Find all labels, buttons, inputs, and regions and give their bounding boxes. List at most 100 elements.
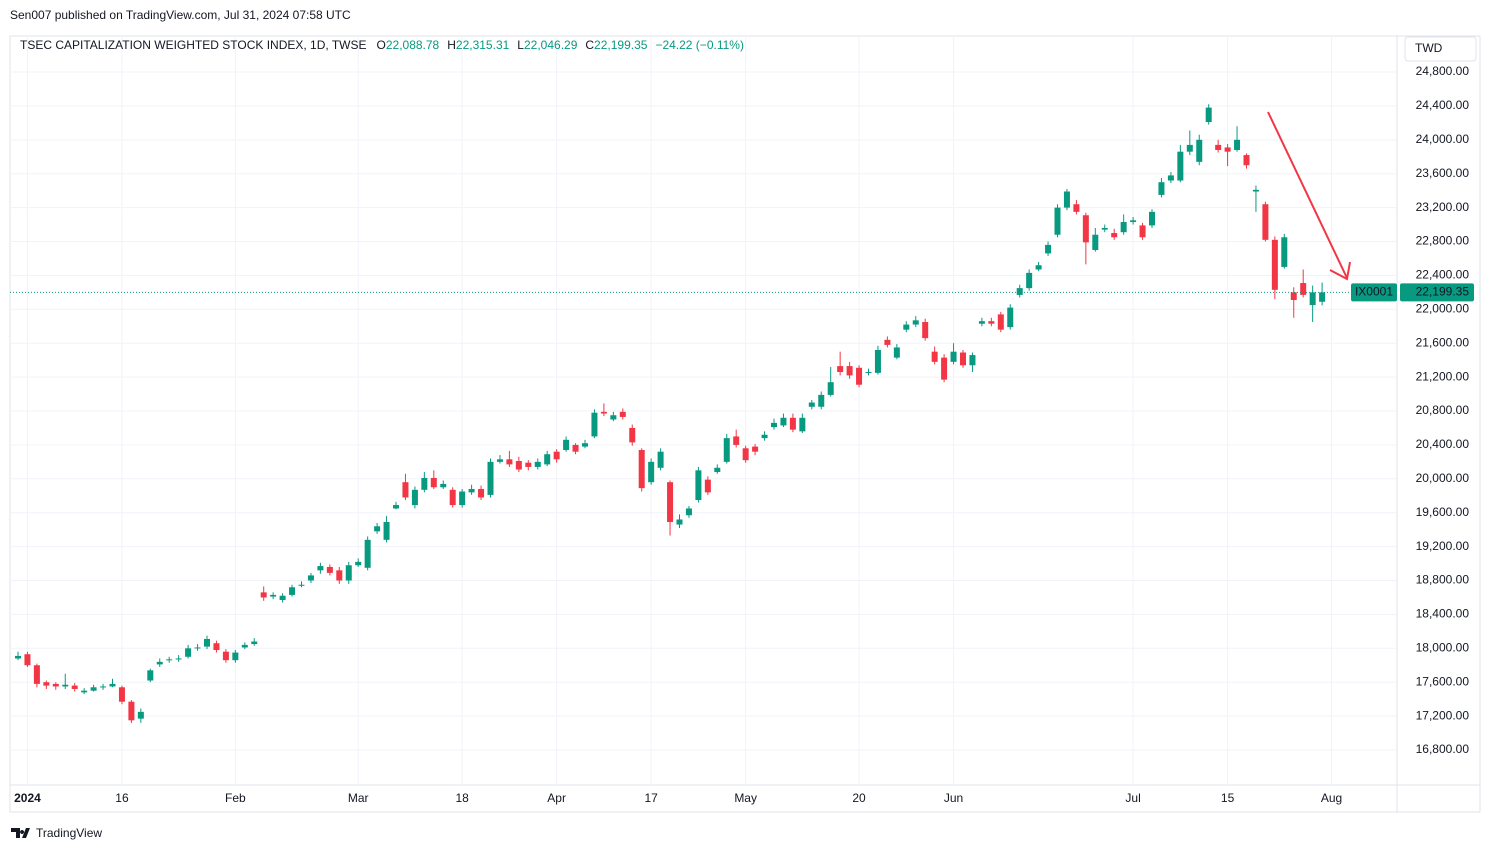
candle-body	[411, 489, 418, 506]
y-tick-label: 24,400.00	[1416, 98, 1470, 112]
candle-body	[1271, 239, 1278, 290]
candle-body	[364, 539, 371, 568]
candle-body	[307, 575, 314, 581]
candle-body	[1215, 144, 1222, 150]
candle-body	[931, 351, 938, 362]
candle-body	[345, 565, 352, 581]
candle-body	[676, 519, 683, 525]
candle-body	[1252, 189, 1259, 192]
candle-body	[393, 505, 399, 509]
candle-body	[761, 434, 768, 439]
currency: TWD	[1415, 41, 1443, 55]
legend-value: 22,199.35	[594, 38, 648, 52]
candle-body	[1281, 237, 1288, 267]
candle-body	[260, 592, 267, 598]
candle-body	[62, 684, 69, 687]
candle-body	[742, 448, 749, 461]
candle-body	[1045, 244, 1052, 254]
candle-body	[137, 711, 144, 719]
candle-body	[383, 522, 390, 540]
candle-body	[1035, 265, 1042, 270]
candle-body	[1224, 147, 1231, 152]
candle-body	[515, 461, 522, 470]
y-tick-label: 20,400.00	[1416, 437, 1470, 451]
y-tick-label: 19,600.00	[1416, 505, 1470, 519]
candle-body	[553, 451, 560, 460]
candle-body	[695, 470, 702, 500]
candle-body	[1205, 107, 1212, 123]
candle-body	[402, 482, 409, 498]
candle-body	[865, 372, 872, 374]
candle-body	[893, 347, 900, 358]
legend-value: 22,088.78	[386, 38, 440, 52]
y-tick-label: 17,600.00	[1416, 674, 1470, 688]
candle-body	[496, 459, 503, 462]
candle-body	[714, 467, 721, 473]
y-tick-label: 24,000.00	[1416, 132, 1470, 146]
legend-value: 22,046.29	[524, 38, 578, 52]
candle-body	[733, 436, 740, 445]
candle-body	[903, 324, 910, 330]
candle-body	[789, 417, 796, 430]
y-tick-label: 22,800.00	[1416, 234, 1470, 248]
candle-body	[336, 570, 343, 581]
candle-body	[52, 683, 59, 687]
x-tick-label: Jun	[944, 791, 963, 805]
candle-body	[912, 320, 919, 325]
y-tick-label: 22,400.00	[1416, 268, 1470, 282]
candle-body	[128, 701, 135, 721]
candle-body	[421, 477, 428, 490]
candle-body	[232, 652, 239, 661]
candle-body	[478, 488, 485, 498]
candle-body	[90, 687, 97, 691]
candle-body	[960, 352, 966, 366]
candle-body	[1139, 225, 1146, 238]
currency-box[interactable]	[1404, 36, 1477, 62]
candle-body	[544, 454, 551, 465]
candle-body	[988, 321, 995, 324]
candle-body	[15, 655, 21, 659]
candle-body	[487, 461, 494, 495]
candle-body	[648, 461, 655, 483]
candle-body	[24, 654, 31, 666]
x-tick-label: 15	[1221, 791, 1235, 805]
candle-body	[582, 443, 588, 447]
candle-body	[175, 658, 182, 660]
legend-key: L	[517, 38, 524, 52]
legend-key: C	[585, 38, 594, 52]
candle-body	[1186, 144, 1193, 152]
symbol-title: TSEC CAPITALIZATION WEIGHTED STOCK INDEX…	[20, 38, 367, 52]
y-tick-label: 17,200.00	[1416, 708, 1470, 722]
y-tick-label: 24,800.00	[1416, 64, 1470, 78]
candle-body	[704, 479, 711, 493]
candle-body	[657, 451, 664, 468]
candle-body	[43, 682, 50, 686]
candle-body	[799, 417, 806, 432]
candle-body	[33, 665, 40, 684]
y-tick-label: 18,000.00	[1416, 640, 1470, 654]
y-tick-label: 21,200.00	[1416, 369, 1470, 383]
y-tick-label: 20,800.00	[1416, 403, 1470, 417]
candle-body	[506, 459, 513, 465]
candle-body	[1262, 204, 1269, 240]
x-tick-label: 18	[455, 791, 469, 805]
candle-body	[846, 366, 853, 376]
candle-body	[1309, 292, 1316, 306]
candle-body	[723, 438, 730, 462]
grid	[10, 36, 1397, 785]
footer: TradingView	[36, 826, 102, 840]
legend-key: H	[447, 38, 456, 52]
y-tick-label: 22,000.00	[1416, 301, 1470, 315]
candle-body	[922, 322, 929, 339]
candle-body	[317, 566, 324, 571]
candle-body	[572, 444, 579, 452]
candle-body	[1130, 220, 1137, 223]
candle-body	[969, 355, 976, 366]
candle-body	[459, 491, 466, 506]
candle-body	[752, 446, 759, 452]
candle-body	[1290, 292, 1297, 300]
series-name-box	[1351, 283, 1397, 302]
candle-body	[827, 382, 834, 395]
chart-frame	[9, 35, 1481, 813]
